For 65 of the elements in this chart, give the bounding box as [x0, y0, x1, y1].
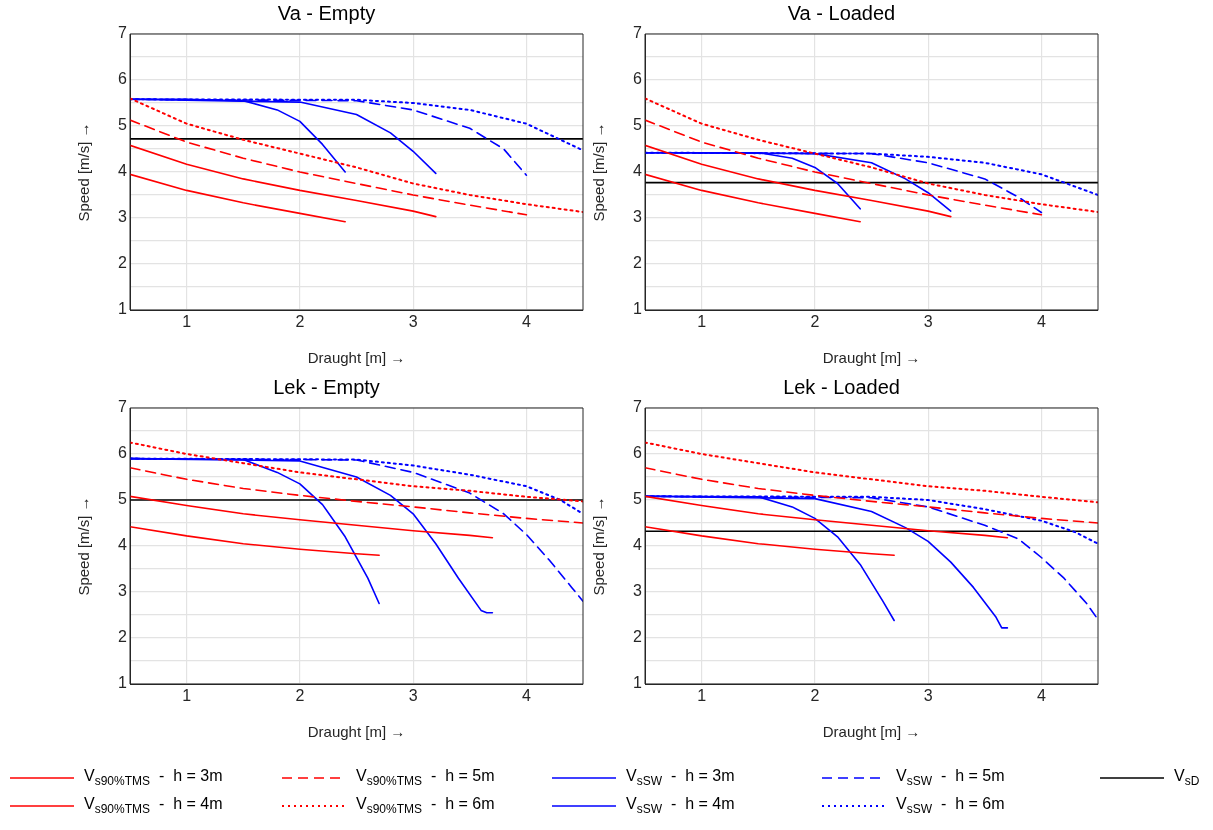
y-axis-title: Speed [m/s] → [75, 122, 93, 222]
y-tick-label: 3 [633, 582, 643, 600]
legend-label: V$_{s90%TMS}$ - h = 6m [356, 795, 495, 817]
y-tick-label: 5 [633, 116, 643, 134]
y-tick-label: 1 [118, 300, 128, 318]
y-tick-label: 2 [633, 628, 643, 646]
x-tick-label: 4 [1036, 687, 1046, 705]
y-tick-label: 7 [118, 24, 128, 42]
y-tick-label: 7 [633, 24, 643, 42]
legend-label: V$_{s90%TMS}$ - h = 4m [84, 795, 223, 817]
legend-label: V$_{s90%TMS}$ - h = 5m [356, 767, 495, 789]
y-tick-label: 4 [633, 536, 643, 554]
y-tick-label: 2 [118, 628, 128, 646]
legend-label: V$_{s90%TMS}$ - h = 3m [84, 767, 223, 789]
x-tick-label: 2 [810, 313, 820, 331]
y-tick-label: 6 [118, 444, 128, 462]
x-axis-title: Draught [m] → [307, 349, 406, 367]
x-axis-title: Draught [m] → [822, 349, 921, 367]
x-tick-label: 3 [923, 313, 933, 331]
chart-title: Va - Empty [277, 1, 376, 24]
x-axis-title: Draught [m] → [822, 723, 921, 741]
y-tick-label: 3 [118, 208, 128, 226]
legend-label: V$_{sD}$ [1174, 767, 1200, 789]
y-tick-label: 2 [118, 254, 128, 272]
y-tick-label: 3 [633, 208, 643, 226]
y-tick-label: 5 [118, 116, 128, 134]
y-axis-title: Speed [m/s] → [590, 496, 608, 596]
legend-label: V$_{sSW}$ - h = 4m [626, 795, 735, 817]
chart-title: Lek - Loaded [783, 375, 900, 398]
y-tick-label: 7 [633, 398, 643, 416]
x-tick-label: 1 [182, 313, 192, 331]
legend-label: V$_{sSW}$ - h = 3m [626, 767, 735, 789]
legend-label: V$_{sSW}$ - h = 5m [896, 767, 1005, 789]
x-tick-label: 4 [521, 313, 531, 331]
legend-label: V$_{sSW}$ - h = 6m [896, 795, 1005, 817]
x-tick-label: 1 [697, 687, 707, 705]
chart-title: Lek - Empty [273, 375, 380, 398]
y-axis-title: Speed [m/s] → [75, 496, 93, 596]
y-axis-title: Speed [m/s] → [590, 122, 608, 222]
y-tick-label: 6 [118, 70, 128, 88]
y-tick-label: 1 [633, 674, 643, 692]
y-tick-label: 1 [633, 300, 643, 318]
chart-title: Va - Loaded [787, 1, 896, 24]
y-tick-label: 7 [118, 398, 128, 416]
x-tick-label: 4 [1036, 313, 1046, 331]
y-tick-label: 4 [118, 536, 128, 554]
y-tick-label: 6 [633, 70, 643, 88]
y-tick-label: 6 [633, 444, 643, 462]
x-tick-label: 1 [182, 687, 192, 705]
x-tick-label: 4 [521, 687, 531, 705]
x-tick-label: 1 [697, 313, 707, 331]
x-tick-label: 3 [408, 687, 418, 705]
x-tick-label: 2 [295, 687, 305, 705]
y-tick-label: 4 [118, 162, 128, 180]
x-tick-label: 2 [810, 687, 820, 705]
y-tick-label: 5 [118, 490, 128, 508]
x-tick-label: 2 [295, 313, 305, 331]
y-tick-label: 2 [633, 254, 643, 272]
y-tick-label: 5 [633, 490, 643, 508]
y-tick-label: 3 [118, 582, 128, 600]
y-tick-label: 1 [118, 674, 128, 692]
y-tick-label: 4 [633, 162, 643, 180]
x-tick-label: 3 [408, 313, 418, 331]
x-axis-title: Draught [m] → [307, 723, 406, 741]
x-tick-label: 3 [923, 687, 933, 705]
